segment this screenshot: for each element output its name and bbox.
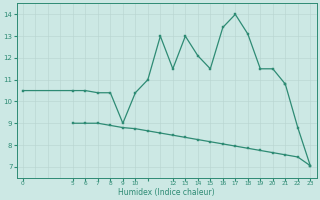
X-axis label: Humidex (Indice chaleur): Humidex (Indice chaleur) [118, 188, 215, 197]
